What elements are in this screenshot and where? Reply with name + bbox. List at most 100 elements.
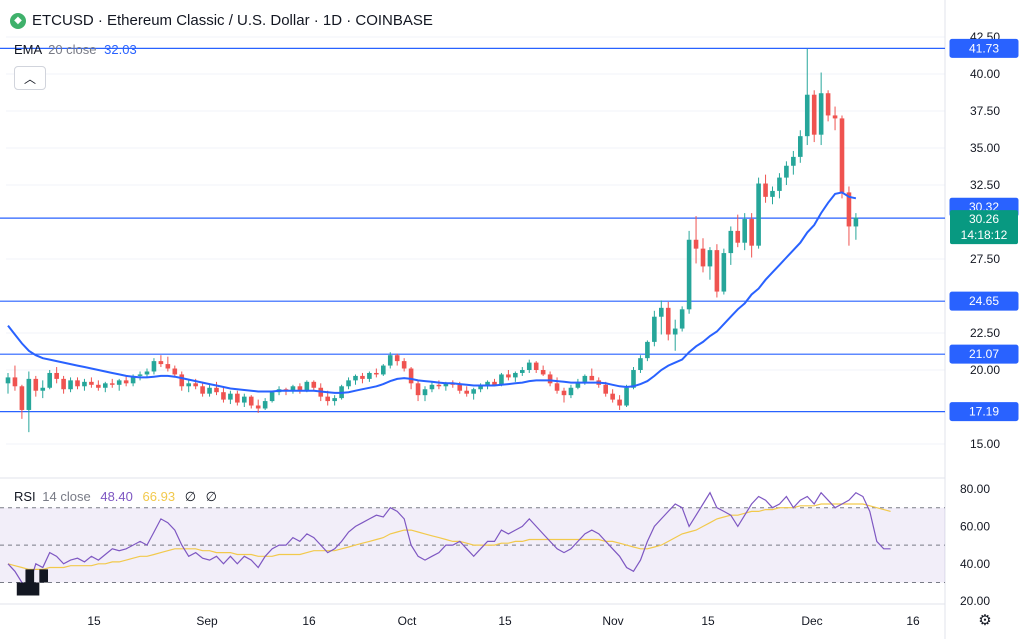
candle (679, 306, 685, 332)
candle (346, 377, 351, 390)
price-axis-tick-label: 22.50 (970, 326, 1000, 340)
candle (33, 375, 39, 397)
candle (784, 161, 789, 185)
candle (798, 130, 803, 163)
level-tag-bg (949, 291, 1019, 311)
candle (255, 399, 261, 413)
candle-body (151, 361, 157, 372)
candle (804, 48, 810, 146)
candle-body (123, 380, 129, 384)
candle-body (367, 372, 372, 379)
candle-body (374, 372, 379, 375)
candle-body (116, 380, 122, 385)
candle-body (589, 375, 595, 381)
candle-body (255, 405, 261, 409)
time-axis-tick-label: Sep (196, 614, 218, 628)
candle-body (624, 387, 629, 406)
candle (471, 387, 476, 400)
level-tag: 21.07 (969, 347, 999, 361)
tradingview-logo-icon[interactable]: ▟▞ (17, 570, 48, 595)
candle (109, 378, 115, 388)
candle (137, 371, 143, 381)
candle-body (520, 370, 525, 373)
candle-body (547, 374, 553, 384)
candle (728, 226, 734, 265)
chart-title: ETCUSD · Ethereum Classic / U.S. Dollar … (32, 12, 433, 29)
candle-body (381, 365, 386, 375)
candle (561, 387, 567, 403)
candle-body (130, 375, 136, 384)
candle-body (235, 393, 240, 403)
level-tag: 24.65 (969, 294, 999, 308)
candle (749, 213, 754, 258)
candle (853, 213, 859, 240)
candle-body (770, 190, 775, 197)
time-axis-tick-label: 16 (906, 614, 920, 628)
candle-body (672, 328, 678, 335)
candle-body (221, 392, 226, 400)
candle-body (791, 156, 796, 166)
candle-body (763, 183, 768, 197)
candle (158, 355, 164, 368)
candle (526, 359, 532, 373)
candle-body (499, 374, 504, 385)
candle (200, 381, 205, 397)
candle-body (429, 384, 435, 390)
candle (533, 361, 539, 373)
time-axis-tick-label: 15 (87, 614, 101, 628)
collapse-legend-button[interactable]: ︿ (14, 66, 46, 90)
candle (464, 386, 469, 397)
candle (116, 378, 122, 391)
candle (638, 355, 643, 373)
candle-body (109, 383, 115, 385)
candle-body (47, 372, 52, 388)
candle-body (749, 219, 754, 246)
candle (811, 90, 817, 143)
candle-body (679, 309, 685, 329)
candle-body (513, 372, 518, 378)
candle-body (742, 219, 747, 243)
candle (700, 238, 706, 273)
current-price-tag-bg (950, 210, 1018, 245)
candle-body (75, 380, 80, 387)
rsi-legend[interactable]: RSI 14 close 48.40 66.93 ∅ ∅ (14, 489, 217, 505)
candle (228, 390, 233, 405)
price-axis-tick-label: 15.00 (970, 437, 1000, 451)
candle-body (408, 368, 414, 384)
candle-body (346, 380, 351, 387)
candle (568, 384, 574, 399)
candle-body (242, 396, 247, 403)
ema-legend-label: EMA (14, 42, 42, 57)
price-axis-tick-label: 35.00 (970, 141, 1000, 155)
candle (165, 356, 171, 372)
candle-body (561, 390, 567, 396)
candle-body (387, 355, 393, 366)
candle-body (693, 239, 699, 249)
candle (19, 384, 25, 419)
level-tag-bg (949, 402, 1019, 422)
candle-body (832, 115, 838, 119)
candle-body (506, 374, 511, 378)
rsi-legend-empty-1: ∅ (184, 489, 197, 504)
candle-body (652, 316, 657, 342)
price-axis-tick-label: 40.00 (970, 67, 1000, 81)
candle-body (582, 375, 588, 382)
candle (770, 186, 775, 205)
candle-body (811, 94, 817, 135)
time-axis-tick-label: 16 (302, 614, 316, 628)
candle-body (804, 94, 810, 137)
candle (832, 106, 838, 131)
chart-settings-button[interactable]: ⚙ (976, 611, 994, 629)
rsi-ma-legend-value: 66.93 (142, 489, 176, 504)
candle (61, 375, 66, 394)
candle (186, 380, 191, 393)
candle (269, 390, 275, 403)
rsi-axis-tick-label: 80.00 (960, 482, 990, 496)
rsi-axis-tick-label: 60.00 (960, 519, 990, 533)
candle-body (401, 361, 407, 369)
ema-legend[interactable]: EMA 20 close 32.03 (14, 42, 137, 57)
candle-body (714, 250, 720, 292)
candle-body (707, 250, 713, 267)
candle-body (492, 381, 497, 385)
